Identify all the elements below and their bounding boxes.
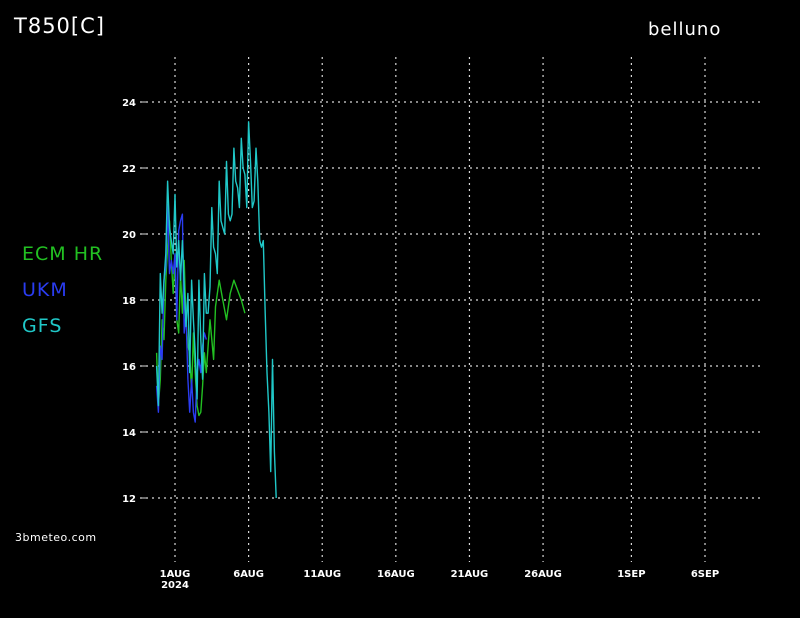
legend-entry-gfs: GFS (22, 315, 63, 337)
x-tick-label: 26AUG (524, 569, 562, 580)
y-tick-label: 14 (122, 428, 136, 439)
chart-series (155, 121, 277, 499)
y-tick-label: 16 (122, 362, 136, 373)
y-tick-label: 22 (122, 164, 136, 175)
chart-grid (140, 57, 762, 562)
x-tick-label: 6AUG (233, 569, 264, 580)
legend-entry-ukm: UKM (22, 279, 68, 301)
series-line-gfs (155, 121, 277, 499)
x-tick-label: 16AUG (377, 569, 415, 580)
credit-text: 3bmeteo.com (15, 531, 97, 544)
x-tick-label: 6SEP (691, 569, 719, 580)
y-axis: 12 14 16 18 20 22 24 (122, 98, 146, 505)
y-tick-label: 20 (122, 230, 136, 241)
x-tick-label: 11AUG (303, 569, 341, 580)
legend: ECM HR UKM GFS (22, 243, 103, 351)
x-tick-label: 1SEP (617, 569, 645, 580)
chart-title: T850[C] (14, 14, 105, 38)
x-tick-label: 1AUG (160, 569, 191, 580)
x-tick-label: 21AUG (451, 569, 489, 580)
y-tick-label: 24 (122, 98, 136, 109)
location-label: belluno (648, 19, 722, 40)
y-tick-label: 18 (122, 296, 136, 307)
y-tick-label: 12 (122, 494, 136, 505)
x-tick-sublabel: 2024 (161, 580, 189, 591)
legend-entry-ecm-hr: ECM HR (22, 243, 104, 265)
